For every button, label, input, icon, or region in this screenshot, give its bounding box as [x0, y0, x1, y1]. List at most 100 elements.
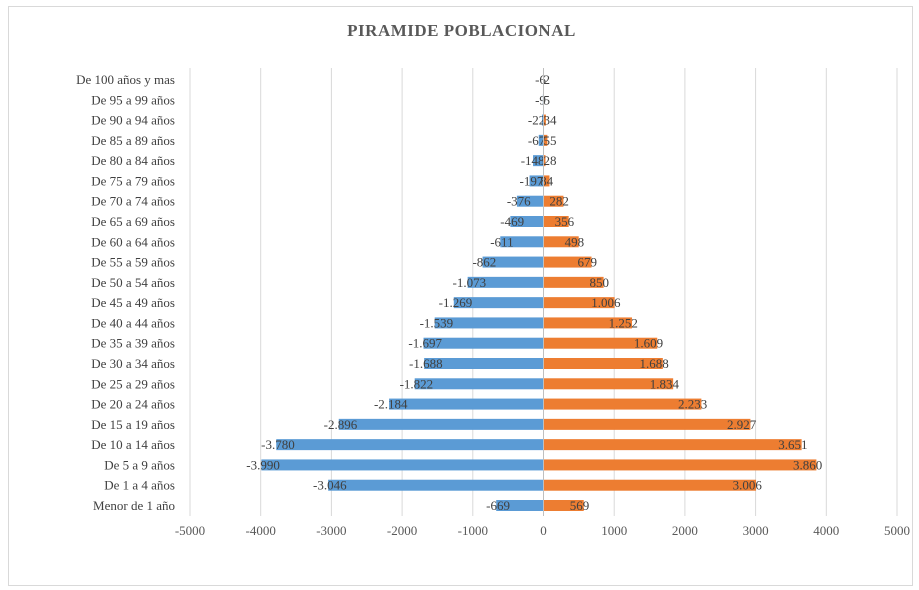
bar-negative [261, 459, 544, 471]
data-label: 28 [544, 153, 557, 168]
data-label: 356 [555, 214, 575, 229]
category-label: De 60 a 64 años [91, 234, 175, 249]
x-tick-label: -2000 [387, 523, 417, 538]
bar-negative [338, 418, 544, 430]
bar-negative [482, 256, 544, 268]
bar-negative [541, 114, 544, 126]
bar-positive [543, 378, 674, 390]
data-label: -1.688 [409, 356, 443, 371]
data-label: -1.073 [453, 275, 487, 290]
data-label: 498 [565, 234, 585, 249]
bar-negative [434, 317, 544, 329]
bar-negative [516, 195, 544, 207]
data-label: 2 [544, 72, 551, 87]
data-label: -148 [521, 153, 545, 168]
bar-positive [543, 216, 569, 227]
data-label: 55 [544, 133, 557, 148]
bar-positive [543, 256, 592, 268]
data-label: -376 [507, 194, 531, 209]
data-label: -1.822 [400, 376, 434, 391]
bar-positive [543, 500, 584, 511]
category-label: De 85 a 89 años [91, 133, 175, 148]
bar-negative [496, 500, 544, 511]
category-label: De 80 a 84 años [91, 153, 175, 168]
data-label: 1.252 [609, 315, 638, 330]
data-label: 84 [540, 173, 554, 188]
bar-negative [533, 155, 544, 167]
data-label: -9 [535, 92, 546, 107]
bar-positive [543, 134, 548, 146]
bar-negative [414, 378, 544, 390]
category-label: Menor de 1 año [93, 498, 175, 513]
x-tick-label: -1000 [458, 523, 488, 538]
data-label: 34 [544, 113, 558, 128]
x-tick-label: 1000 [601, 523, 627, 538]
bar-positive [543, 479, 757, 491]
x-tick-label: -4000 [246, 523, 276, 538]
bar-positive [543, 418, 751, 430]
data-label: -1.539 [420, 315, 454, 330]
x-tick-label: 2000 [672, 523, 698, 538]
data-label: 5 [544, 92, 551, 107]
bar-positive [543, 155, 546, 167]
bar-positive [543, 195, 564, 207]
x-tick-label: -3000 [316, 523, 346, 538]
bar-negative [467, 276, 544, 288]
category-label: De 30 a 34 años [91, 356, 175, 371]
data-label: 3.860 [793, 457, 822, 472]
bar-negative [328, 479, 544, 491]
category-label: De 15 a 19 años [91, 417, 175, 432]
data-label: 3.006 [733, 478, 763, 493]
data-label: -6 [535, 72, 546, 87]
data-label: -611 [490, 234, 513, 249]
data-label: -2.184 [374, 397, 408, 412]
data-label: 850 [590, 275, 610, 290]
bar-negative [276, 439, 544, 451]
category-label: De 5 a 9 años [104, 457, 175, 472]
bar-positive [543, 175, 550, 187]
x-tick-label: 4000 [813, 523, 839, 538]
category-label: De 1 a 4 años [104, 478, 175, 493]
x-tick-label: 0 [540, 523, 547, 538]
data-label: -669 [486, 498, 510, 513]
category-label: De 50 a 54 años [91, 275, 175, 290]
data-label: 3.651 [778, 437, 807, 452]
data-label: 1.688 [639, 356, 668, 371]
category-label: De 25 a 29 años [91, 376, 175, 391]
category-label: De 40 a 44 años [91, 315, 175, 330]
data-label: -197 [519, 173, 543, 188]
x-tick-label: 5000 [884, 523, 910, 538]
category-label: De 65 a 69 años [91, 214, 175, 229]
category-label: De 20 a 24 años [91, 397, 175, 412]
category-label: De 90 a 94 años [91, 113, 175, 128]
data-label: 2.233 [678, 397, 707, 412]
x-tick-label: 3000 [743, 523, 769, 538]
data-label: 1.609 [634, 336, 663, 351]
bar-positive [543, 358, 663, 369]
bar-negative [500, 236, 544, 248]
category-label: De 35 a 39 años [91, 336, 175, 351]
data-label: -3.780 [261, 437, 295, 452]
category-label: De 70 a 74 años [91, 194, 175, 209]
data-label: -1.697 [408, 336, 442, 351]
data-label: 679 [577, 255, 597, 270]
data-label: 2.927 [727, 417, 757, 432]
bar-negative [538, 134, 544, 146]
chart-title: PIRAMIDE POBLACIONAL [347, 21, 576, 40]
category-label: De 45 a 49 años [91, 295, 175, 310]
bar-positive [543, 276, 604, 288]
bar-positive [543, 297, 615, 309]
data-label: 1.006 [591, 295, 621, 310]
category-label: De 100 años y mas [76, 72, 175, 87]
data-label: -469 [500, 214, 524, 229]
data-label: -2.896 [324, 417, 358, 432]
bar-negative [424, 358, 544, 369]
bar-negative [510, 216, 544, 227]
data-label: -67 [528, 133, 546, 148]
data-label: -22 [528, 113, 545, 128]
data-label: 1.834 [650, 376, 680, 391]
bar-negative [453, 297, 544, 309]
bar-positive [543, 439, 802, 451]
data-label: -862 [472, 255, 496, 270]
data-label: -1.269 [439, 295, 473, 310]
